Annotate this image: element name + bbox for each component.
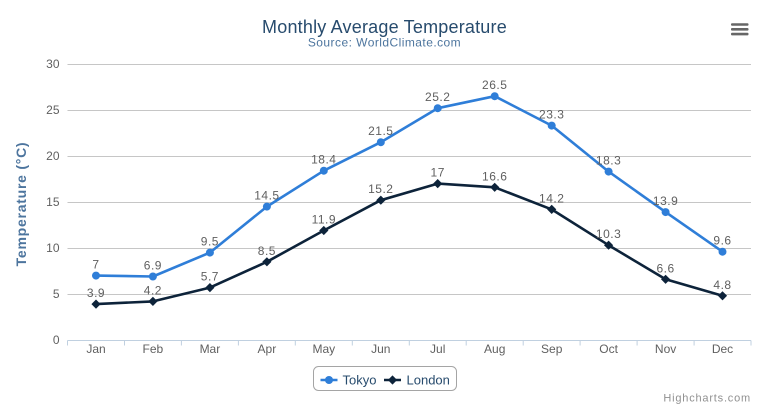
svg-text:6.9: 6.9	[144, 259, 162, 273]
svg-text:16.6: 16.6	[482, 169, 507, 183]
svg-text:Feb: Feb	[143, 342, 164, 356]
svg-text:13.9: 13.9	[653, 194, 678, 208]
svg-text:7: 7	[92, 258, 99, 272]
svg-text:Nov: Nov	[655, 342, 676, 356]
svg-text:25: 25	[46, 103, 60, 117]
svg-text:Source: WorldClimate.com: Source: WorldClimate.com	[308, 36, 461, 50]
svg-text:5: 5	[53, 287, 60, 301]
svg-text:Monthly Average Temperature: Monthly Average Temperature	[262, 17, 507, 37]
svg-text:Temperature (°C): Temperature (°C)	[13, 142, 29, 267]
svg-text:17: 17	[431, 166, 445, 180]
svg-text:15.2: 15.2	[368, 182, 393, 196]
svg-text:25.2: 25.2	[425, 90, 450, 104]
svg-text:0: 0	[53, 333, 60, 347]
svg-text:Oct: Oct	[599, 342, 618, 356]
svg-text:May: May	[312, 342, 335, 356]
svg-text:5.7: 5.7	[201, 270, 219, 284]
svg-text:Highcharts.com: Highcharts.com	[663, 393, 751, 405]
svg-text:10.3: 10.3	[596, 227, 621, 241]
svg-text:21.5: 21.5	[368, 124, 393, 138]
svg-text:20: 20	[46, 149, 60, 163]
svg-text:Jul: Jul	[430, 342, 445, 356]
svg-text:Sep: Sep	[541, 342, 563, 356]
svg-text:9.6: 9.6	[713, 234, 731, 248]
svg-text:3.9: 3.9	[87, 286, 105, 300]
svg-text:14.5: 14.5	[254, 189, 279, 203]
svg-text:11.9: 11.9	[312, 213, 336, 227]
svg-text:9.5: 9.5	[201, 235, 219, 249]
svg-text:Jun: Jun	[371, 342, 390, 356]
svg-text:14.2: 14.2	[539, 191, 564, 205]
svg-text:Mar: Mar	[200, 342, 221, 356]
svg-text:18.4: 18.4	[311, 153, 336, 167]
svg-text:23.3: 23.3	[539, 108, 564, 122]
svg-text:18.3: 18.3	[596, 154, 621, 168]
svg-text:30: 30	[46, 57, 60, 71]
svg-text:London: London	[407, 373, 450, 388]
svg-text:4.8: 4.8	[713, 278, 731, 292]
svg-text:Dec: Dec	[712, 342, 733, 356]
svg-text:10: 10	[46, 241, 60, 255]
svg-text:Jan: Jan	[86, 342, 105, 356]
svg-text:4.2: 4.2	[144, 283, 162, 297]
svg-text:Apr: Apr	[258, 342, 277, 356]
svg-text:Aug: Aug	[484, 342, 505, 356]
svg-text:26.5: 26.5	[482, 78, 507, 92]
svg-text:Tokyo: Tokyo	[343, 373, 377, 388]
svg-text:6.6: 6.6	[657, 261, 675, 275]
svg-text:8.5: 8.5	[258, 244, 276, 258]
svg-text:15: 15	[46, 195, 60, 209]
